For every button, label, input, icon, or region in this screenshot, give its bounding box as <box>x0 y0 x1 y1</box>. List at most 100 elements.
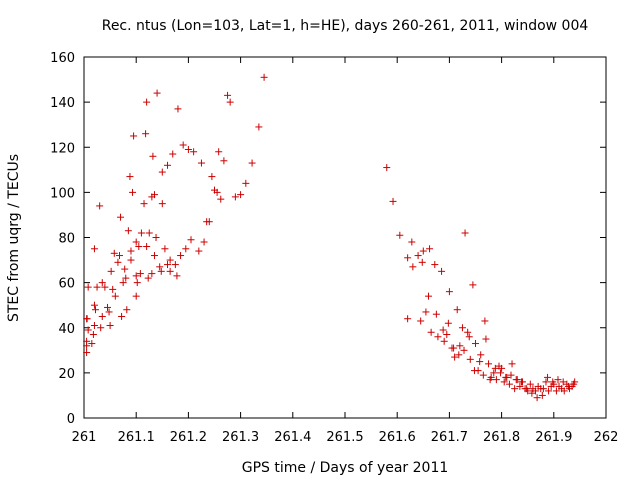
data-point <box>171 261 179 269</box>
data-point <box>526 380 534 388</box>
data-point <box>498 364 506 372</box>
data-point <box>156 263 164 271</box>
data-point <box>144 274 152 282</box>
data-point <box>123 306 131 314</box>
data-point <box>220 157 228 165</box>
data-point <box>539 385 547 393</box>
data-point <box>431 261 439 269</box>
data-point <box>208 173 216 181</box>
data-point <box>443 331 451 339</box>
data-point <box>479 371 487 379</box>
data-point <box>88 340 96 348</box>
data-point <box>217 195 225 203</box>
data-point <box>224 91 232 99</box>
data-point <box>472 340 479 348</box>
x-tick-label: 261.6 <box>379 430 416 445</box>
data-point <box>511 385 519 393</box>
data-point <box>409 263 417 271</box>
x-tick-label: 261.2 <box>170 430 207 445</box>
data-point <box>117 213 125 221</box>
data-point <box>464 328 472 336</box>
data-point <box>414 252 422 260</box>
data-point <box>427 328 435 336</box>
data-point <box>161 245 169 253</box>
data-point <box>237 191 245 199</box>
data-point <box>173 272 181 280</box>
data-point <box>505 380 513 388</box>
data-point <box>451 353 459 361</box>
data-point <box>126 173 134 181</box>
data-point <box>564 382 572 390</box>
data-point <box>121 265 129 273</box>
data-point <box>456 342 464 350</box>
data-point <box>106 321 114 329</box>
data-point <box>425 292 433 300</box>
data-point <box>179 141 187 149</box>
y-axis-title: STEC from uqrg / TECUs <box>6 154 22 322</box>
data-point <box>119 279 127 287</box>
data-point <box>389 197 397 205</box>
y-tick-label: 40 <box>58 322 75 337</box>
data-point <box>135 243 143 251</box>
data-point <box>143 98 151 106</box>
data-point <box>149 152 157 160</box>
data-point <box>434 333 442 341</box>
data-point <box>93 283 101 291</box>
data-point <box>97 324 105 332</box>
data-point <box>482 335 490 343</box>
data-point <box>439 326 447 334</box>
data-point <box>96 202 104 210</box>
data-point <box>150 252 158 260</box>
data-point <box>458 324 466 332</box>
data-point <box>84 283 92 291</box>
data-point <box>466 355 474 363</box>
data-point <box>110 249 118 257</box>
data-point <box>150 191 158 199</box>
data-point <box>158 200 166 208</box>
data-point <box>169 150 177 158</box>
data-point <box>118 312 126 320</box>
data-point <box>408 238 416 246</box>
data-point <box>184 146 192 154</box>
data-point <box>122 274 130 282</box>
data-point <box>133 279 141 287</box>
data-point <box>124 227 132 235</box>
data-point <box>404 315 412 323</box>
data-point <box>418 258 426 266</box>
x-tick-label: 261.7 <box>431 430 468 445</box>
data-point <box>383 164 391 172</box>
data-point <box>164 161 172 169</box>
x-tick-label: 261 <box>72 430 97 445</box>
data-point <box>422 308 430 316</box>
data-point <box>532 387 540 395</box>
data-point <box>440 337 448 345</box>
data-point <box>90 321 98 329</box>
data-point <box>213 188 221 196</box>
data-point <box>226 98 234 106</box>
data-point <box>490 369 498 377</box>
data-point <box>242 179 250 187</box>
data-point <box>396 231 404 239</box>
data-point <box>130 132 138 140</box>
data-point <box>469 281 477 289</box>
x-tick-label: 261.5 <box>326 430 363 445</box>
data-point <box>142 130 150 138</box>
data-point <box>166 267 174 275</box>
data-point <box>450 344 458 352</box>
data-point <box>127 256 135 264</box>
data-point <box>215 148 223 156</box>
x-axis-title: GPS time / Days of year 2011 <box>242 460 449 476</box>
data-point <box>152 234 160 241</box>
data-point <box>83 315 91 323</box>
data-point <box>512 376 520 384</box>
x-tick-label: 261.1 <box>118 430 155 445</box>
y-tick-label: 100 <box>50 186 75 201</box>
data-point <box>132 272 140 280</box>
data-point <box>84 326 92 334</box>
data-point <box>404 254 412 262</box>
data-point <box>205 218 213 226</box>
data-point <box>195 247 203 255</box>
data-point <box>109 285 117 293</box>
x-tick-label: 261.8 <box>483 430 520 445</box>
